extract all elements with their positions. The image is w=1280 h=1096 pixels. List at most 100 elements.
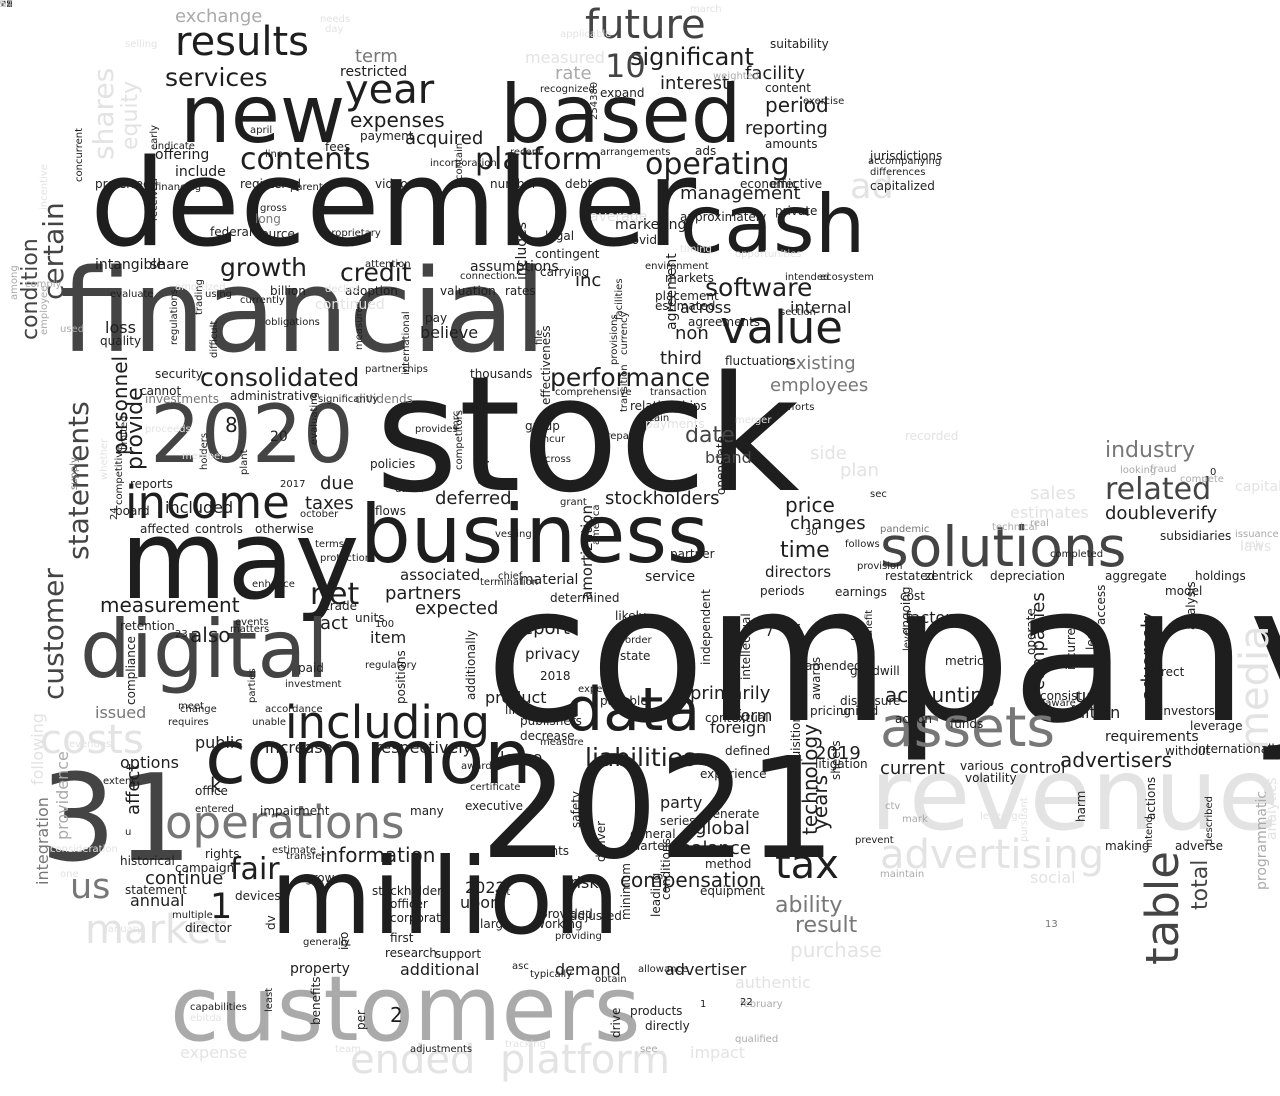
word-recorded: recorded (905, 429, 959, 443)
word-publishers: publishers (520, 714, 582, 728)
word-debt: debt (565, 177, 593, 191)
word-form: form (735, 706, 773, 725)
word-prepaid: prepaid (600, 431, 638, 442)
word-stockholders: stockholders (605, 488, 720, 509)
word-source: source (255, 227, 295, 241)
word-analytics: analytics (1264, 777, 1280, 840)
word-rely: rely (1245, 539, 1264, 550)
word-offering: offering (155, 147, 210, 163)
word-associated: associated (400, 566, 481, 584)
word-expected: expected (415, 598, 499, 619)
word-time: time (780, 538, 830, 563)
word-member: member (182, 451, 225, 462)
word-also: also (190, 623, 231, 647)
word-estimated: estimated (655, 299, 716, 313)
word-opportunities: opportunities (735, 249, 802, 260)
word-addition: addition (1055, 703, 1121, 722)
word-operating: operating (645, 147, 790, 182)
word-authentic: authentic (735, 973, 811, 992)
word-funds: funds (950, 717, 984, 731)
word-many: many (410, 804, 444, 818)
word-products: products (630, 1004, 683, 1018)
word-reporting: reporting (745, 118, 828, 139)
word-accordance: accordance (265, 704, 323, 715)
word-federal: federal (210, 225, 253, 239)
word-director: director (185, 921, 232, 935)
word-public: public (195, 733, 244, 752)
word-flows: flows (375, 504, 406, 518)
word-maintain: maintain (880, 869, 925, 880)
word-0: 0 (1210, 467, 1217, 478)
word-recognized: recognized (540, 84, 595, 95)
word-laws: laws (1240, 539, 1272, 555)
word-measure: measure (540, 737, 584, 748)
word-2019: 2019 (815, 743, 861, 764)
word-consideration: consideration (50, 844, 118, 855)
word-contents: contents (240, 142, 371, 177)
word-looking: looking (1120, 465, 1157, 476)
word-business: business (360, 488, 709, 581)
word-employees: employees (770, 375, 869, 396)
word-purchase: purchase (790, 938, 882, 962)
word-accounts: accounts (515, 844, 570, 858)
word-devices: devices (235, 889, 281, 903)
word-needs: needs (320, 14, 351, 25)
word-team: team (335, 1044, 361, 1055)
word-marketing: marketing (615, 217, 687, 233)
word-rates: rates (505, 284, 536, 298)
word-u: u (125, 827, 132, 838)
word-doubleverify: doubleverify (1105, 503, 1218, 524)
word-16: 16 (1150, 664, 1163, 675)
word-december: december (90, 135, 697, 274)
word-transition: transition (619, 364, 630, 412)
word-2022: 2022 (465, 878, 506, 897)
word-6: 6 (0, 0, 7, 10)
word-entered: entered (195, 804, 234, 815)
word-generate: generate (705, 807, 760, 821)
word-acquired: acquired (405, 128, 484, 149)
word-results: results (175, 19, 310, 65)
word-leverage: leverage (980, 811, 1024, 822)
word-various: various (960, 759, 1004, 773)
word-incur: incur (540, 434, 566, 445)
word-income: income (125, 476, 290, 529)
word-regulations: regulations (169, 288, 180, 345)
word-inc: inc (575, 270, 602, 291)
word-ctv: ctv (885, 801, 901, 812)
word-received: received (149, 178, 160, 221)
word-change: change (180, 704, 217, 715)
word-platform: platform (475, 142, 603, 177)
word-incentive: incentive (39, 164, 50, 210)
word-21: 21 (0, 0, 13, 10)
word-tracking: tracking (505, 1039, 546, 1050)
word-balance: balance (680, 838, 751, 859)
word-new: new (180, 68, 346, 161)
word-30: 30 (805, 527, 818, 538)
word-working: working (535, 917, 583, 931)
word-costs: costs (40, 717, 144, 763)
word-less: less (1084, 626, 1098, 650)
word-affected: affected (140, 522, 190, 536)
word-restated: restated (885, 569, 936, 583)
word-jurisdictions: jurisdictions (870, 149, 943, 163)
word-minimum: minimum (619, 863, 633, 920)
word-ebitda: ebitda (190, 1013, 222, 1024)
word-compete: compete (1180, 474, 1224, 485)
word-increase: increase (265, 738, 333, 757)
word-14: 14 (0, 0, 13, 10)
word-officer: officer (390, 897, 428, 911)
word-currently: currently (240, 295, 285, 306)
word-table: table (1136, 851, 1189, 965)
word-contextual: contextual (705, 711, 769, 725)
word-upon: upon (460, 893, 501, 912)
word-years: years (808, 774, 832, 830)
word-believe: believe (420, 323, 479, 342)
word-k: k (210, 773, 222, 797)
word-supply: supply (69, 457, 80, 490)
word-line: line (265, 149, 284, 160)
word-operations: operations (165, 796, 405, 849)
word-method: method (705, 857, 752, 871)
word-positions: positions (394, 650, 408, 704)
word-disclosure: disclosure (840, 694, 901, 708)
word-issuance: issuance (1235, 529, 1279, 540)
